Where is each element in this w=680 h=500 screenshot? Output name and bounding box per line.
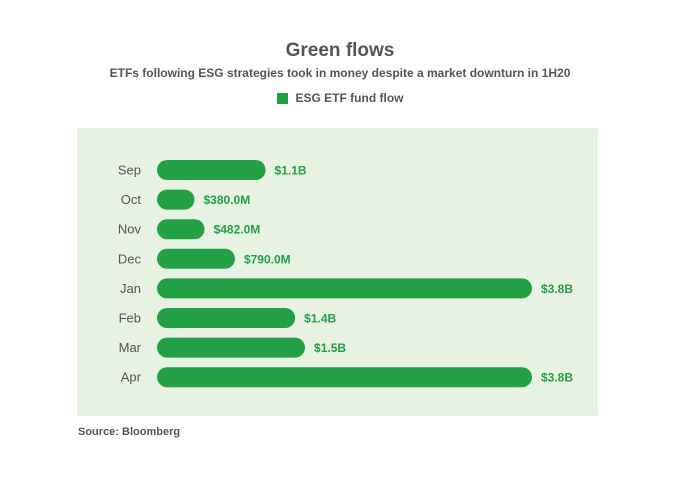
category-label: Sep <box>118 163 141 178</box>
data-label: $482.0M <box>214 223 261 237</box>
chart-subtitle: ETFs following ESG strategies took in mo… <box>109 66 571 80</box>
bar <box>157 219 205 240</box>
category-label: Nov <box>118 222 142 237</box>
bar <box>157 189 195 210</box>
category-label: Oct <box>121 192 142 207</box>
category-label: Dec <box>118 251 142 266</box>
data-label: $1.4B <box>304 312 336 326</box>
bar <box>157 337 306 358</box>
bar <box>157 160 266 180</box>
bar <box>157 278 532 299</box>
data-label: $3.8B <box>541 371 573 385</box>
category-label: Apr <box>121 370 142 385</box>
data-label: $1.1B <box>275 164 307 178</box>
bar <box>157 308 296 328</box>
chart-title: Green flows <box>285 40 395 61</box>
category-label: Mar <box>119 340 142 355</box>
category-label: Jan <box>120 281 141 296</box>
source-note: Source: Bloomberg <box>78 426 181 438</box>
data-label: $3.8B <box>541 282 573 296</box>
legend: ESG ETF fund flow <box>0 91 680 105</box>
data-label: $1.5B <box>314 341 346 355</box>
data-label: $380.0M <box>204 193 251 207</box>
data-label: $790.0M <box>244 252 291 266</box>
legend-swatch <box>276 92 288 104</box>
category-label: Feb <box>119 311 141 326</box>
bar <box>157 367 532 388</box>
bar <box>157 248 235 269</box>
legend-label: ESG ETF fund flow <box>295 91 404 105</box>
